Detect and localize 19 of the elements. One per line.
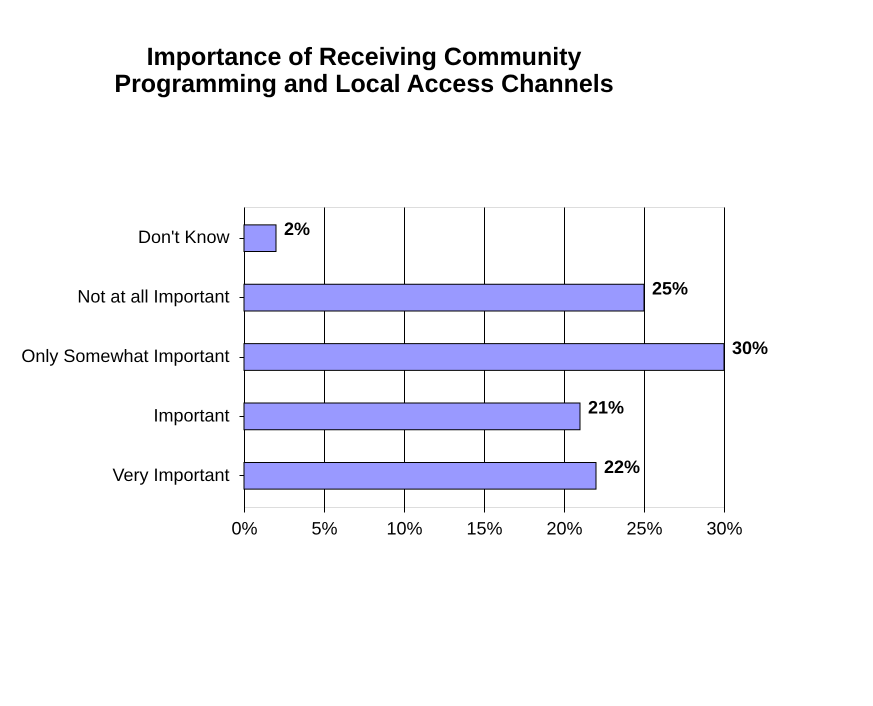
x-tick-label: 15% (466, 518, 503, 538)
data-label: 21% (588, 397, 624, 418)
data-label: 30% (732, 338, 768, 358)
y-tick-label: Important (153, 405, 230, 426)
x-tick-label: 25% (626, 518, 663, 538)
chart-title: Importance of Receiving Community Programming and Local Access Channels (114, 43, 614, 98)
y-tick-label: Not at all Important (77, 286, 230, 307)
x-tick-label: 0% (231, 518, 258, 538)
y-tick-label: Very Important (112, 464, 230, 485)
data-label: 25% (652, 278, 688, 299)
x-tick-label: 5% (311, 518, 338, 538)
y-tick-label: Don't Know (138, 227, 230, 248)
x-tick-label: 30% (706, 518, 743, 538)
data-label: 22% (604, 456, 640, 477)
x-tick-label: 10% (386, 518, 423, 538)
bar (244, 224, 276, 252)
x-tick-label: 20% (546, 518, 583, 538)
data-label: 2% (284, 219, 310, 240)
y-tick-label: Only Somewhat Important (21, 346, 230, 366)
